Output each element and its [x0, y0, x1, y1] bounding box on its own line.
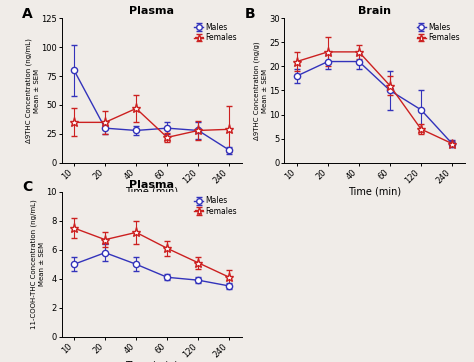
Title: Plasma: Plasma	[129, 180, 174, 190]
Text: B: B	[245, 7, 255, 21]
Y-axis label: Δ9THC Concentration (ng/g)
Mean ± SEM: Δ9THC Concentration (ng/g) Mean ± SEM	[254, 41, 267, 140]
Y-axis label: Δ9THC Concentration (ng/mL)
Mean ± SEM: Δ9THC Concentration (ng/mL) Mean ± SEM	[26, 38, 40, 143]
Legend: Males, Females: Males, Females	[416, 22, 461, 43]
X-axis label: Time (min): Time (min)	[348, 187, 401, 197]
Text: A: A	[22, 7, 33, 21]
Y-axis label: 11-COOH-THC Concentration (ng/mL)
Mean ± SEM: 11-COOH-THC Concentration (ng/mL) Mean ±…	[31, 199, 45, 329]
X-axis label: Time (min): Time (min)	[125, 361, 178, 362]
X-axis label: Time (min): Time (min)	[125, 187, 178, 197]
Legend: Males, Females: Males, Females	[193, 22, 238, 43]
Title: Plasma: Plasma	[129, 6, 174, 16]
Title: Brain: Brain	[358, 6, 391, 16]
Text: C: C	[22, 180, 32, 194]
Legend: Males, Females: Males, Females	[193, 196, 238, 217]
